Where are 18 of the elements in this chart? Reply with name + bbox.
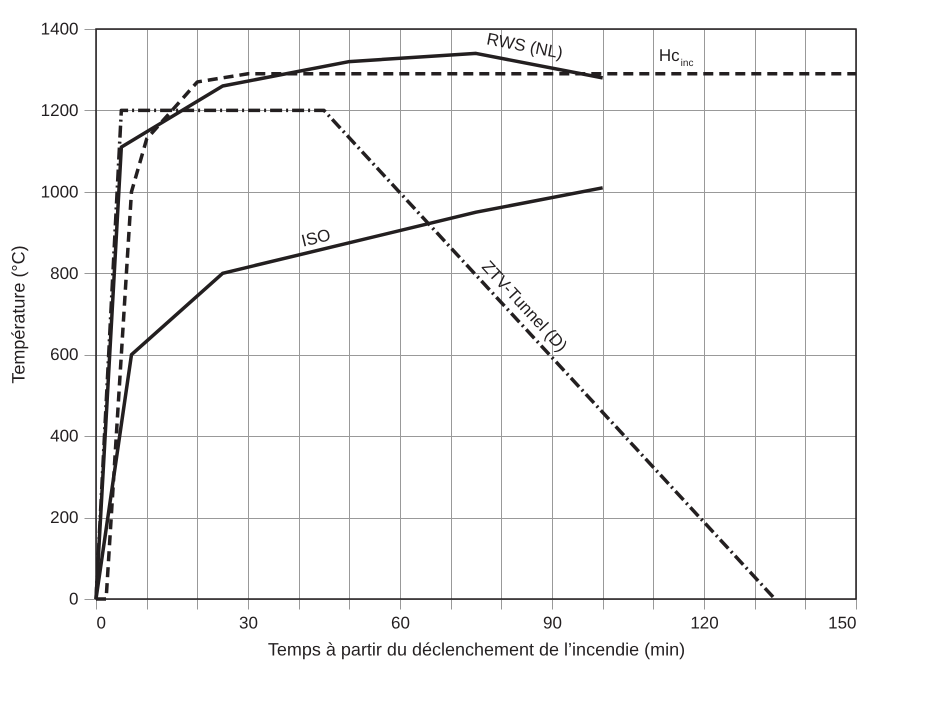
x-tick-label: 0: [96, 614, 106, 632]
y-axis-title: Température (°C): [8, 245, 29, 384]
text: ISO: [300, 225, 332, 251]
y-tick-label: 1400: [40, 20, 78, 38]
x-tick-label: 60: [391, 614, 410, 632]
y-tick-label: 1000: [40, 182, 78, 202]
text: RWS (NL): [485, 29, 564, 63]
x-tick-label: 150: [828, 614, 856, 632]
y-tick-label: 0: [69, 590, 78, 608]
y-tick-label: 400: [50, 426, 78, 446]
y-tick-label: 800: [50, 264, 78, 283]
y-tick-label: 200: [50, 508, 78, 528]
y-tick-label: 1200: [40, 100, 78, 120]
y-tick-label: 600: [50, 345, 78, 364]
x-axis-title: Temps à partir du déclenchement de l’incendie (min): [268, 640, 686, 660]
x-tick-label: 90: [543, 614, 562, 632]
x-tick-label: 30: [239, 614, 258, 632]
x-tick-label: 120: [690, 614, 719, 632]
